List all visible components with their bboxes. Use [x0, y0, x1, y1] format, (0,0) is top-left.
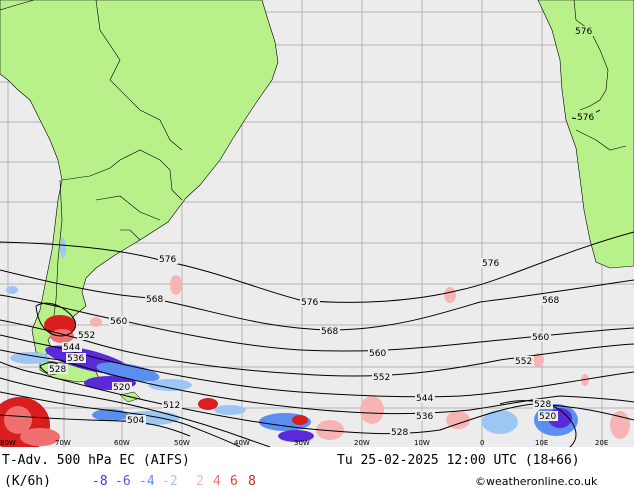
contour-label: 544: [416, 394, 433, 404]
contour-label-bg: [126, 415, 146, 425]
contour-labels: 576 576 576 576 576 568 568 568 560 560 …: [48, 26, 596, 438]
contour-label-bg: [320, 326, 340, 336]
lon-label: 0: [480, 439, 484, 447]
legend-value: 6: [230, 474, 238, 489]
contour-label-bg: [390, 427, 410, 437]
credit-link[interactable]: ©weatheronline.co.uk: [475, 475, 598, 488]
contour-label-bg: [62, 342, 82, 352]
africa-land: [537, 0, 634, 269]
legend-value: 4: [213, 474, 221, 489]
lon-label: 60W: [114, 439, 130, 447]
contour-label-bg: [576, 112, 596, 122]
contour-label-bg: [368, 348, 388, 358]
legend-value: -2: [162, 474, 178, 489]
contour-label: 528: [391, 428, 408, 438]
contour-label: 560: [110, 317, 127, 327]
lon-label: 70W: [55, 439, 71, 447]
legend-value: -8: [92, 474, 108, 489]
legend-value: -4: [139, 474, 155, 489]
lon-label: 20W: [354, 439, 370, 447]
contour-label-bg: [514, 356, 534, 366]
contour-label-bg: [533, 399, 553, 409]
contour-label-bg: [541, 295, 561, 305]
contour-label: 536: [416, 412, 433, 422]
map-title: T-Adv. 500 hPa EC (AIFS): [2, 453, 190, 468]
contour-label: 552: [373, 373, 390, 383]
contour-label: 576: [575, 27, 592, 37]
map-footer: T-Adv. 500 hPa EC (AIFS) Tu 25-02-2025 1…: [0, 447, 634, 490]
contour-label-bg: [300, 297, 320, 307]
contour-label: 560: [532, 333, 549, 343]
contour-label: 528: [49, 365, 66, 375]
advection-shading: [0, 238, 630, 447]
lon-label: 40W: [234, 439, 250, 447]
contour-label-bg: [415, 393, 435, 403]
lon-label: 20E: [595, 439, 608, 447]
contour-label: 520: [539, 412, 556, 422]
contour-label-bg: [66, 353, 86, 363]
contour-label-bg: [415, 411, 435, 421]
legend-value: 8: [248, 474, 256, 489]
contour-label: 568: [321, 327, 338, 337]
lon-label: 10E: [535, 439, 548, 447]
contour-label-bg: [145, 294, 165, 304]
contour-label: 536: [67, 354, 84, 364]
contour-label: 568: [146, 295, 163, 305]
legend-value: 2: [196, 474, 204, 489]
contour-label: 552: [515, 357, 532, 367]
contour-label-bg: [162, 400, 182, 410]
lon-label: 30W: [294, 439, 310, 447]
contour-label-bg: [112, 382, 132, 392]
lon-label: 80W: [0, 439, 16, 447]
country-borders: [0, 0, 627, 331]
unit-label: (K/6h): [4, 474, 51, 489]
contour-label: 520: [113, 383, 130, 393]
contour-label-bg: [481, 258, 501, 268]
lon-label: 50W: [174, 439, 190, 447]
legend-value: -6: [115, 474, 131, 489]
contour-label: 560: [369, 349, 386, 359]
contour-label-bg: [574, 26, 594, 36]
map: 576 576 576 576 576 568 568 568 560 560 …: [0, 0, 634, 447]
contour-label: 504: [127, 416, 144, 426]
contour-label-bg: [48, 364, 68, 374]
contour-label: 568: [542, 296, 559, 306]
contour-label: 512: [163, 401, 180, 411]
contour-label: 552: [78, 331, 95, 341]
contour-label: 528: [534, 400, 551, 410]
longitude-labels: 80W 70W 60W 50W 40W 30W 20W 10W 0 10E 20…: [0, 439, 608, 447]
contour-label-bg: [77, 330, 97, 340]
lon-label: 10W: [414, 439, 430, 447]
contour-label: 576: [577, 113, 594, 123]
contour-label-bg: [372, 372, 392, 382]
contour-label-bg: [109, 316, 129, 326]
contour-label-bg: [158, 254, 178, 264]
contour-label: 576: [301, 298, 318, 308]
contour-label-bg: [531, 332, 551, 342]
contour-label: 576: [482, 259, 499, 269]
contour-label: 576: [159, 255, 176, 265]
valid-datetime: Tu 25-02-2025 12:00 UTC (18+66): [337, 453, 580, 468]
contour-label: 544: [63, 343, 80, 353]
contour-label-bg: [538, 411, 558, 421]
